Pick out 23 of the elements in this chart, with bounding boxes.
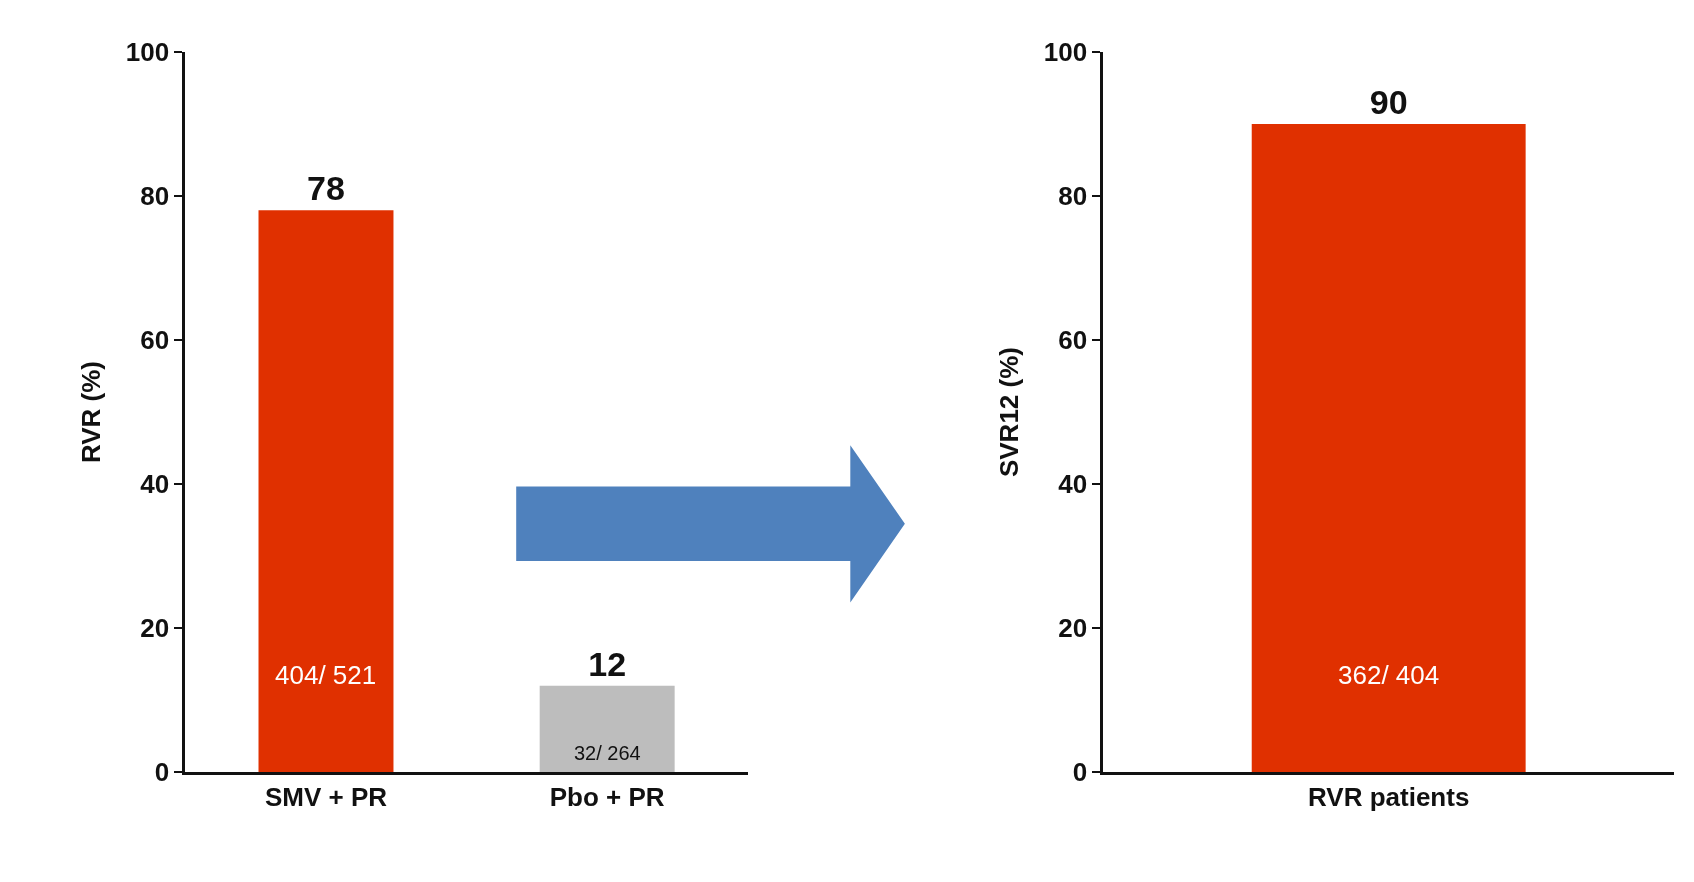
- y-tick-label: 40: [140, 469, 170, 500]
- y-tick-label: 60: [140, 325, 170, 356]
- annotation: 404/ 521: [275, 660, 377, 690]
- x-tick-label: Pbo + PR: [549, 782, 665, 813]
- data-label: 90: [1369, 82, 1408, 121]
- y-tick-label: 60: [1058, 325, 1088, 356]
- data-label: 12: [588, 644, 627, 683]
- y-axis-title: SVR12 (%): [994, 347, 1025, 478]
- annotation: 32/ 264: [574, 742, 641, 764]
- y-tick-label: 0: [154, 757, 170, 788]
- y-tick-label: 40: [1058, 469, 1088, 500]
- y-axis-title: RVR (%): [76, 360, 107, 464]
- y-tick-label: 0: [1072, 757, 1088, 788]
- data-label: 78: [307, 169, 345, 208]
- y-tick-label: 100: [125, 36, 170, 67]
- annotation: 362/ 404: [1338, 660, 1440, 690]
- y-tick-label: 80: [1058, 181, 1088, 212]
- y-tick-label: 20: [1058, 613, 1088, 644]
- y-tick-label: 20: [140, 613, 170, 644]
- x-tick-label: RVR patients: [1308, 782, 1470, 813]
- y-tick-label: 80: [140, 181, 170, 212]
- x-tick-label: SMV + PR: [264, 782, 388, 813]
- y-tick-label: 100: [1043, 36, 1088, 67]
